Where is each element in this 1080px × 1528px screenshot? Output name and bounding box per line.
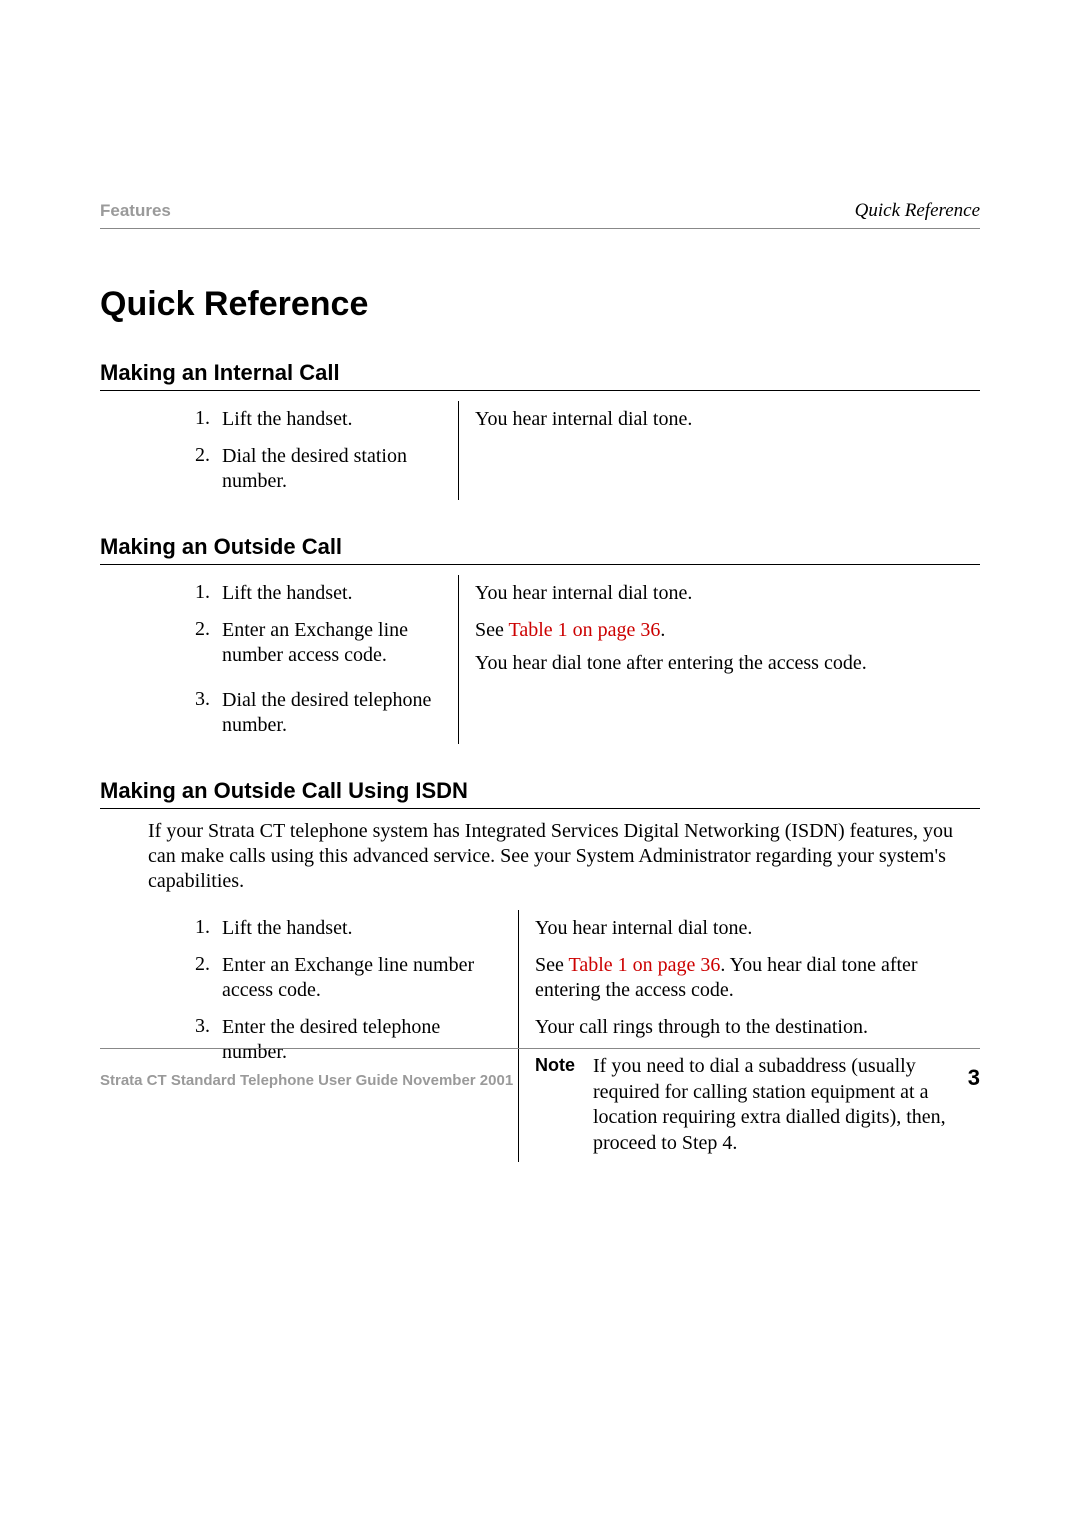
page-footer: Strata CT Standard Telephone User Guide … <box>100 1048 980 1091</box>
step-action: Enter an Exchange line number access cod… <box>218 947 518 1009</box>
step-action: Enter an Exchange line number access cod… <box>218 612 458 682</box>
steps-outside: 1. Lift the handset. You hear internal d… <box>184 575 980 744</box>
header-left: Features <box>100 201 171 221</box>
step-row: 2. Dial the desired station number. <box>184 438 980 500</box>
step-result: See Table 1 on page 36. You hear dial to… <box>519 947 980 1009</box>
header-right: Quick Reference <box>855 200 980 222</box>
page-title: Quick Reference <box>100 285 980 324</box>
step-number: 1. <box>184 910 218 947</box>
step-row: 1. Lift the handset. You hear internal d… <box>184 910 980 947</box>
step-action: Dial the desired telephone number. <box>218 682 458 744</box>
section-isdn-call: Making an Outside Call Using ISDN If you… <box>100 778 980 1162</box>
step-number: 2. <box>184 947 218 1009</box>
step-result: You hear internal dial tone. <box>459 401 980 438</box>
page-number: 3 <box>968 1065 980 1091</box>
step-action: Dial the desired station number. <box>218 438 458 500</box>
step-number: 1. <box>184 401 218 438</box>
step-result <box>459 438 980 500</box>
step-action: Lift the handset. <box>218 910 518 947</box>
isdn-intro: If your Strata CT telephone system has I… <box>148 819 980 894</box>
result-line2: You hear dial tone after entering the ac… <box>475 651 980 676</box>
result-text-pre: See <box>535 954 569 976</box>
step-action: Lift the handset. <box>218 401 458 438</box>
step-result: You hear internal dial tone. <box>459 575 980 612</box>
steps-isdn: 1. Lift the handset. You hear internal d… <box>184 910 980 1162</box>
section-outside-call: Making an Outside Call 1. Lift the hands… <box>100 534 980 744</box>
cross-reference-link[interactable]: Table 1 on page 36 <box>509 619 661 641</box>
step-result: You hear internal dial tone. <box>519 910 980 947</box>
step-number: 3. <box>184 682 218 744</box>
footer-doc-title: Strata CT Standard Telephone User Guide … <box>100 1072 513 1089</box>
heading-isdn-call: Making an Outside Call Using ISDN <box>100 778 980 809</box>
heading-internal-call: Making an Internal Call <box>100 360 980 391</box>
steps-internal: 1. Lift the handset. You hear internal d… <box>184 401 980 500</box>
result-text: Your call rings through to the destinati… <box>535 1015 980 1040</box>
step-row: 2. Enter an Exchange line number access … <box>184 612 980 682</box>
cross-reference-link[interactable]: Table 1 on page 36 <box>569 954 721 976</box>
heading-outside-call: Making an Outside Call <box>100 534 980 565</box>
step-row: 3. Dial the desired telephone number. <box>184 682 980 744</box>
step-number: 2. <box>184 438 218 500</box>
step-row: 2. Enter an Exchange line number access … <box>184 947 980 1009</box>
footer-rule <box>100 1048 980 1049</box>
footer-line: Strata CT Standard Telephone User Guide … <box>100 1065 980 1091</box>
step-row: 1. Lift the handset. You hear internal d… <box>184 401 980 438</box>
step-number: 1. <box>184 575 218 612</box>
running-header: Features Quick Reference <box>100 200 980 229</box>
step-number: 2. <box>184 612 218 682</box>
step-row: 1. Lift the handset. You hear internal d… <box>184 575 980 612</box>
step-action: Lift the handset. <box>218 575 458 612</box>
page-content: Features Quick Reference Quick Reference… <box>100 200 980 1196</box>
result-text-post: . <box>660 619 665 641</box>
step-result <box>459 682 980 744</box>
result-text-pre: See <box>475 619 509 641</box>
step-result: See Table 1 on page 36. You hear dial to… <box>459 612 980 682</box>
section-internal-call: Making an Internal Call 1. Lift the hand… <box>100 360 980 500</box>
